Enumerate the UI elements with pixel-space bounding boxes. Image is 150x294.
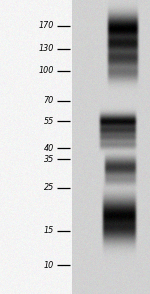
Text: 100: 100 [39,66,54,75]
Text: 170: 170 [39,21,54,30]
Text: 25: 25 [44,183,54,192]
Text: 70: 70 [44,96,54,105]
Text: 55: 55 [44,117,54,126]
Text: 40: 40 [44,143,54,153]
Text: 35: 35 [44,155,54,164]
Text: 15: 15 [44,226,54,235]
Text: 130: 130 [39,44,54,53]
Text: 10: 10 [44,261,54,270]
